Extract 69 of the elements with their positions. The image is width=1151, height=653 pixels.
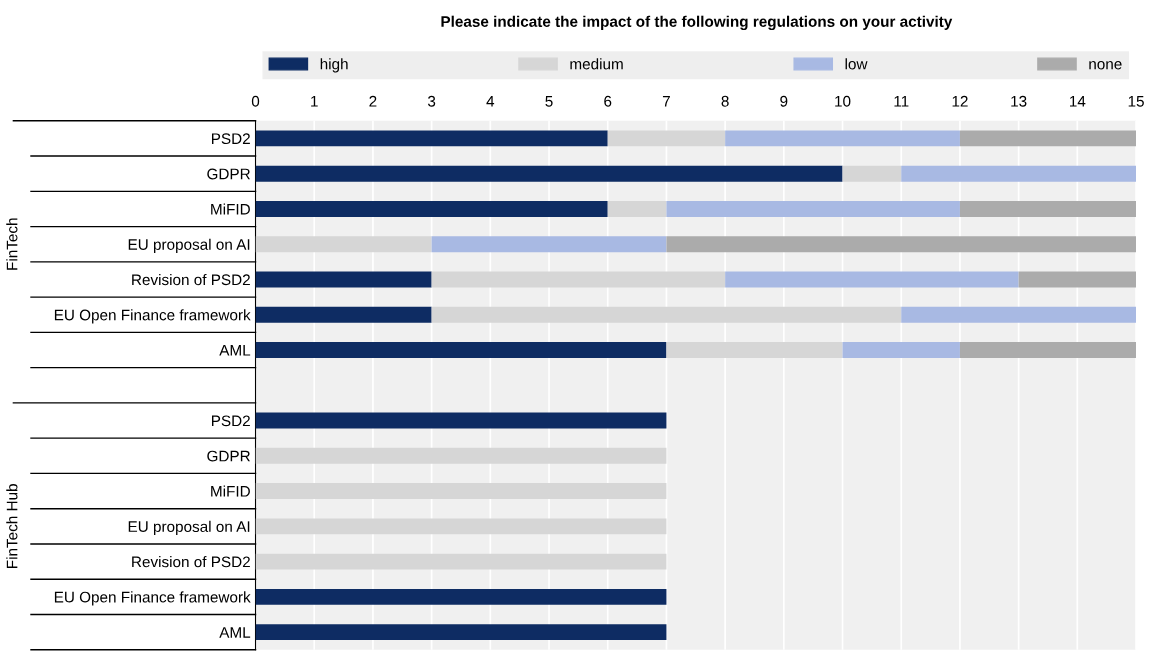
- x-tick-label: 8: [721, 95, 729, 107]
- y-tick-label: AML: [219, 345, 251, 356]
- y-tick-label: EU Open Finance framework: [54, 591, 251, 606]
- x-tick-label: 2: [369, 95, 377, 107]
- x-tick-label: 12: [952, 95, 968, 107]
- y-tick-label: AML: [219, 627, 251, 638]
- y-tick-label: GDPR: [207, 450, 250, 462]
- legend-label: high: [320, 58, 348, 73]
- bar: [959, 342, 1137, 358]
- bar: [901, 165, 1137, 182]
- bar: [431, 271, 726, 288]
- bar: [666, 201, 960, 217]
- bar: [255, 271, 432, 288]
- chart-title: Please indicate the impact of the following regulations on your activity: [441, 15, 953, 31]
- bar: [1018, 271, 1137, 288]
- y-tick-label: MiFID: [211, 203, 250, 215]
- x-tick-label: 13: [1011, 95, 1027, 107]
- bar: [255, 306, 432, 323]
- bar: [255, 483, 667, 499]
- bar: [255, 236, 432, 253]
- bar: [255, 518, 667, 535]
- bar: [842, 342, 960, 358]
- bar: [255, 201, 608, 217]
- x-tick-label: 14: [1070, 96, 1086, 107]
- bar: [959, 130, 1137, 147]
- bar: [607, 201, 667, 217]
- bar: [607, 130, 726, 147]
- x-tick-label: 5: [545, 96, 553, 107]
- x-tick-label: 4: [486, 96, 495, 107]
- x-tick-label: 7: [662, 96, 670, 107]
- x-tick-label: 11: [894, 96, 909, 107]
- bar: [255, 130, 608, 147]
- x-tick-label: 3: [427, 95, 436, 107]
- x-tick-label: 15: [1128, 96, 1144, 107]
- bar: [725, 130, 960, 147]
- text: FinTech Hub: [6, 484, 18, 568]
- bar: [666, 342, 843, 358]
- bar: [431, 236, 667, 253]
- y-tick-label: EU proposal on AI: [128, 520, 250, 536]
- bar: [255, 588, 667, 605]
- x-tick-label: 0: [251, 95, 260, 107]
- bar: [842, 165, 902, 182]
- y-tick-label: EU Open Finance framework: [54, 309, 251, 324]
- x-tick-label: 1: [311, 96, 318, 107]
- x-tick-label: 10: [835, 95, 851, 107]
- y-tick-label: MiFID: [211, 485, 250, 497]
- x-tick-label: 6: [604, 95, 612, 107]
- legend-label: none: [1089, 61, 1122, 70]
- y-tick-label: Revision of PSD2: [132, 273, 250, 286]
- bar: [255, 624, 667, 641]
- bar: [666, 236, 1137, 253]
- legend-label: low: [845, 58, 868, 70]
- bar: [901, 306, 1137, 323]
- bar: [255, 165, 843, 182]
- y-tick-label: GDPR: [207, 168, 250, 180]
- text: FinTech: [6, 218, 18, 270]
- y-tick-label: Revision of PSD2: [132, 556, 250, 568]
- bar: [255, 553, 667, 570]
- bar: [255, 342, 667, 358]
- x-tick-label: 9: [780, 95, 788, 107]
- bar: [255, 412, 667, 429]
- y-tick-label: PSD2: [212, 133, 250, 145]
- bar: [725, 271, 1019, 288]
- y-tick-label: EU proposal on AI: [128, 238, 250, 253]
- bar: [255, 447, 667, 464]
- y-tick-label: PSD2: [212, 415, 250, 427]
- bar: [431, 306, 902, 323]
- legend-label: medium: [570, 58, 623, 70]
- bar: [959, 201, 1137, 217]
